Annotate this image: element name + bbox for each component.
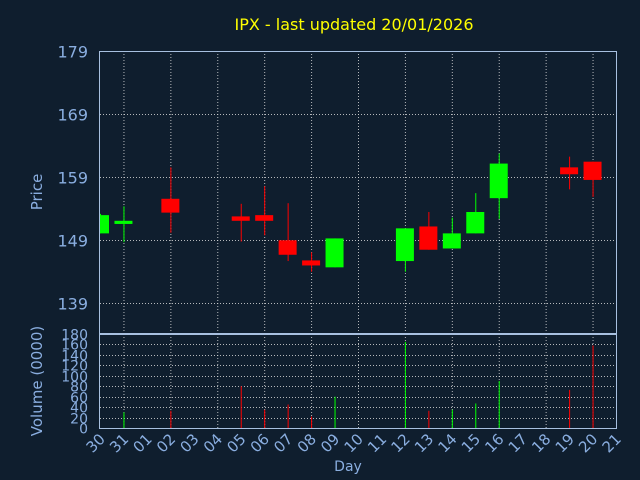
- x-tick-label: 14: [434, 430, 460, 456]
- volume-tick-label: 0: [79, 422, 88, 438]
- candle-13: [419, 211, 438, 250]
- x-tick-label: 11: [364, 430, 390, 456]
- x-tick-label: 06: [247, 430, 273, 456]
- volume-grid: [100, 334, 616, 429]
- candle-07: [278, 203, 297, 262]
- price-panel: 179 169 159 149 139 Price: [28, 43, 617, 334]
- candle-06: [255, 186, 274, 236]
- candle-20: [583, 161, 602, 197]
- candle-body: [419, 226, 438, 250]
- volume-bar-15: [475, 403, 477, 428]
- candle-02: [161, 167, 180, 233]
- x-tick-label: 07: [270, 430, 296, 456]
- volume-frame: [99, 334, 617, 429]
- volume-tick-label: 180: [61, 328, 88, 344]
- candle-body: [231, 216, 250, 221]
- volume-tick-label: 120: [61, 359, 88, 375]
- price-tick-label: 159: [57, 169, 88, 188]
- x-tick-label: 17: [505, 430, 531, 456]
- x-tick-label: 05: [223, 430, 249, 456]
- candle-19: [560, 156, 579, 190]
- candle-08: [302, 252, 321, 272]
- price-tick-label: 149: [57, 232, 88, 251]
- price-grid: [100, 51, 616, 334]
- x-tick-label: 31: [106, 430, 132, 456]
- candle-body: [255, 215, 274, 221]
- x-tick-label: 08: [294, 430, 320, 456]
- candle-body: [100, 215, 109, 234]
- volume-tick-label: 20: [70, 412, 88, 428]
- x-tick-label: 13: [411, 430, 437, 456]
- price-tick-label: 139: [57, 295, 88, 314]
- volume-tick-label: 100: [61, 370, 88, 386]
- x-tick-label: 01: [130, 430, 156, 456]
- candle-body: [114, 220, 133, 224]
- candle-body: [325, 238, 344, 268]
- x-tick-label: 02: [153, 430, 179, 456]
- volume-bar-19: [569, 389, 571, 428]
- x-tick-label: 04: [200, 430, 226, 456]
- candle-09: [325, 238, 344, 268]
- x-axis-label: Day: [334, 459, 362, 475]
- price-tick-labels: 179 169 159 149 139: [57, 43, 88, 314]
- price-frame: [99, 51, 617, 334]
- x-tick-labels: 3031010203040506070809101112131415161718…: [83, 430, 625, 456]
- x-tick-label: 10: [341, 430, 367, 456]
- price-tick-label: 169: [57, 106, 88, 125]
- candle-31: [114, 206, 133, 243]
- candle-16: [489, 153, 508, 219]
- candle-body: [583, 161, 602, 180]
- price-candles: [100, 153, 602, 272]
- candle-body: [278, 240, 297, 255]
- candle-body: [302, 260, 321, 266]
- x-tick-label: 09: [317, 430, 343, 456]
- volume-tick-label: 40: [70, 401, 88, 417]
- price-axis-label: Price: [28, 174, 46, 211]
- volume-bars: [123, 341, 594, 428]
- x-tick-label: 21: [599, 430, 625, 456]
- volume-bar-05: [240, 386, 242, 428]
- volume-axis-label: Volume (0000): [28, 326, 46, 436]
- volume-bar-16: [498, 381, 500, 428]
- candle-body: [395, 228, 414, 262]
- candle-15: [466, 193, 485, 234]
- x-tick-label: 20: [575, 430, 601, 456]
- volume-tick-label: 80: [70, 380, 88, 396]
- volume-bar-14: [451, 409, 453, 428]
- candle-30: [100, 213, 109, 234]
- x-tick-label: 18: [528, 430, 554, 456]
- volume-bar-20: [592, 345, 594, 428]
- candle-body: [466, 211, 485, 234]
- volume-bar-12: [404, 341, 406, 428]
- candle-body: [489, 163, 508, 199]
- volume-bar-13: [428, 410, 430, 428]
- volume-bar-31: [123, 412, 125, 428]
- volume-bar-06: [264, 409, 266, 428]
- candle-12: [395, 228, 414, 272]
- volume-tick-label: 160: [61, 338, 88, 354]
- x-tick-label: 12: [388, 430, 414, 456]
- x-tick-label: 15: [458, 430, 484, 456]
- volume-bar-09: [334, 396, 336, 428]
- price-tick-label: 179: [57, 43, 88, 62]
- volume-tick-label: 140: [61, 349, 88, 365]
- candle-body: [161, 198, 180, 213]
- candle-body: [442, 233, 461, 249]
- volume-bar-02: [170, 410, 172, 428]
- x-tick-label: 03: [176, 430, 202, 456]
- candle-14: [442, 217, 461, 249]
- x-tick-label: 16: [481, 430, 507, 456]
- volume-bar-07: [287, 404, 289, 428]
- volume-tick-label: 60: [70, 391, 88, 407]
- candle-body: [560, 167, 579, 175]
- candle-05: [231, 203, 250, 242]
- x-tick-label: 19: [552, 430, 578, 456]
- volume-bar-08: [311, 416, 313, 428]
- chart-title: IPX - last updated 20/01/2026: [234, 15, 473, 34]
